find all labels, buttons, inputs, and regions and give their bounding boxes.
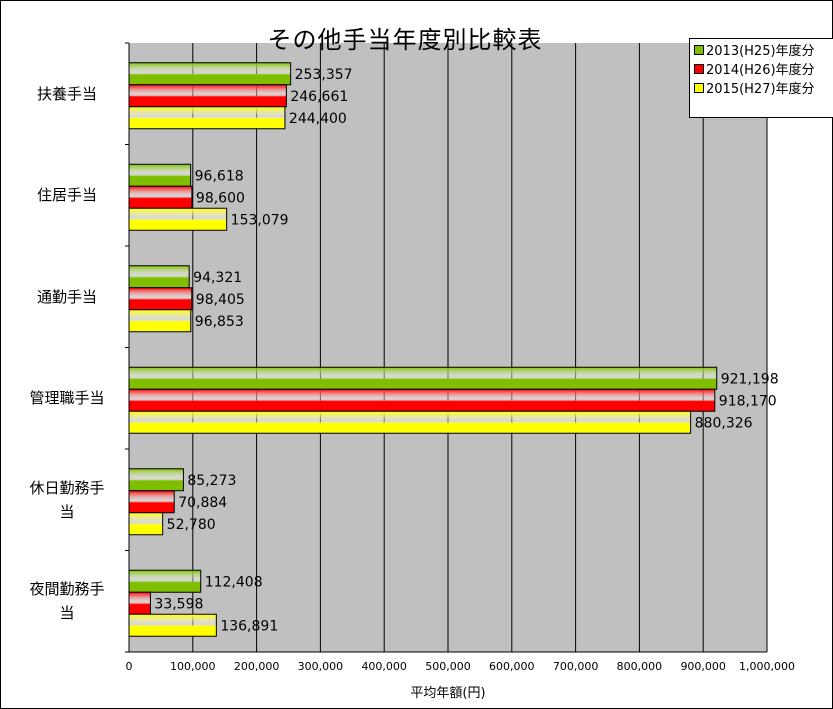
data-label: 136,891	[220, 618, 278, 634]
x-tick-label: 1,000,000	[739, 660, 795, 673]
legend-item: 2015(H27)年度分	[690, 79, 833, 97]
data-label: 52,780	[167, 517, 216, 533]
data-label: 244,400	[289, 111, 347, 127]
data-label: 33,598	[154, 596, 203, 612]
x-tick-label: 500,000	[425, 660, 471, 673]
data-label: 96,618	[195, 168, 244, 184]
x-tick-label: 900,000	[680, 660, 726, 673]
legend-label: 2015(H27)年度分	[706, 82, 815, 97]
bar	[128, 613, 217, 637]
legend-swatch	[694, 82, 704, 93]
x-tick-label: 700,000	[553, 660, 599, 673]
x-tick-label: 600,000	[489, 660, 535, 673]
x-tick-label: 200,000	[234, 660, 280, 673]
data-label: 880,326	[695, 415, 753, 431]
data-label: 253,357	[295, 67, 353, 83]
bar	[128, 84, 287, 108]
legend-swatch	[694, 63, 704, 74]
category-label: 通勤手当	[36, 287, 97, 306]
chart-title: その他手当年度別比較表	[267, 26, 543, 54]
data-label: 98,600	[196, 190, 245, 206]
data-label: 246,661	[290, 89, 348, 105]
legend-label: 2014(H26)年度分	[706, 63, 815, 78]
legend-swatch	[694, 44, 704, 55]
x-tick-label: 800,000	[617, 660, 663, 673]
bar	[128, 62, 292, 86]
data-label: 85,273	[187, 473, 236, 489]
legend-item: 2014(H26)年度分	[690, 60, 833, 78]
category-label: 夜間勤務手当	[29, 580, 105, 623]
data-label: 921,198	[721, 371, 779, 387]
bar	[128, 106, 286, 130]
data-label: 153,079	[231, 212, 289, 228]
category-label: 休日勤務手当	[29, 478, 105, 521]
bar	[128, 410, 692, 434]
bar	[128, 490, 175, 514]
bar	[128, 569, 202, 593]
data-label: 112,408	[205, 574, 263, 590]
bar	[128, 591, 151, 615]
legend-item: 2013(H25)年度分	[690, 41, 833, 59]
data-label: 70,884	[178, 495, 227, 511]
data-label: 96,853	[195, 314, 244, 330]
data-label: 918,170	[719, 393, 777, 409]
bar	[128, 265, 190, 289]
x-tick-label: 400,000	[361, 660, 407, 673]
legend: 2013(H25)年度分 2014(H26)年度分 2015(H27)年度分	[689, 38, 833, 118]
x-tick-label: 0	[126, 660, 133, 673]
category-label: 住居手当	[36, 186, 97, 205]
x-axis-title: 平均年額(円)	[410, 686, 485, 701]
bar	[128, 512, 164, 536]
bar	[128, 366, 718, 390]
bar	[128, 388, 716, 412]
bar	[128, 163, 192, 187]
x-tick-label: 100,000	[170, 660, 216, 673]
data-label: 98,405	[196, 292, 245, 308]
bar	[128, 309, 192, 333]
category-label: 管理職手当	[29, 389, 105, 408]
x-tick-label: 300,000	[298, 660, 344, 673]
bar	[128, 185, 193, 209]
category-label: 扶養手当	[36, 84, 97, 103]
data-label: 94,321	[193, 270, 242, 286]
bar	[128, 287, 193, 311]
legend-label: 2013(H25)年度分	[706, 44, 815, 59]
bar	[128, 207, 228, 231]
bar	[128, 468, 184, 492]
